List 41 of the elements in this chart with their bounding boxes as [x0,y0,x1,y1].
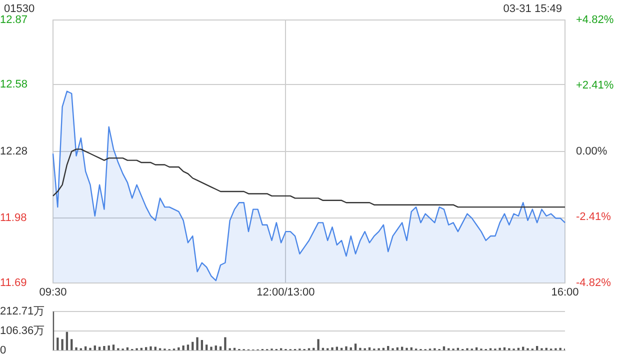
bar [406,348,408,350]
y-tick-label: 106.36万 [0,325,45,338]
y-tick-label: 0 [0,344,6,356]
y-tick-label: 11.69 [0,276,27,289]
bar [200,340,204,350]
bar [103,346,106,350]
chart-title: 01530 [4,3,35,15]
x-tick-label: 09:30 [39,286,67,298]
bar [66,332,68,350]
x-tick-label: 12:00/13:00 [256,286,315,298]
bar [182,346,184,350]
bar [56,338,59,350]
bar [359,348,362,350]
bar [210,346,212,350]
bar [89,348,92,350]
bar [345,346,348,350]
y-tick-label: 12.28 [0,145,28,158]
y2-tick-label: 0.00% [576,145,608,158]
y-tick-label: 11.98 [0,212,27,224]
bar [112,344,115,350]
bar [317,339,320,350]
bar [61,339,64,350]
bar [150,346,152,350]
y2-tick-label: +4.82% [576,14,614,26]
y2-tick-label: -2.41% [576,211,612,224]
bar [331,347,334,350]
bar [178,347,180,350]
bar [186,344,190,350]
y2-tick-label: +2.41% [576,80,614,92]
bar [354,344,357,350]
bar [75,347,78,350]
text: 03-31 15:49 [503,3,562,15]
y-tick-label: 12.87 [0,14,28,26]
y2-tick-label: -4.82% [576,276,612,289]
y-tick-label: 212.71万 [0,306,45,318]
bar [224,337,226,350]
x-tick-label: 16:00 [551,286,579,298]
bar [70,339,73,350]
y-tick-label: 12.58 [0,78,28,91]
bar [206,344,208,350]
bar [196,337,198,350]
